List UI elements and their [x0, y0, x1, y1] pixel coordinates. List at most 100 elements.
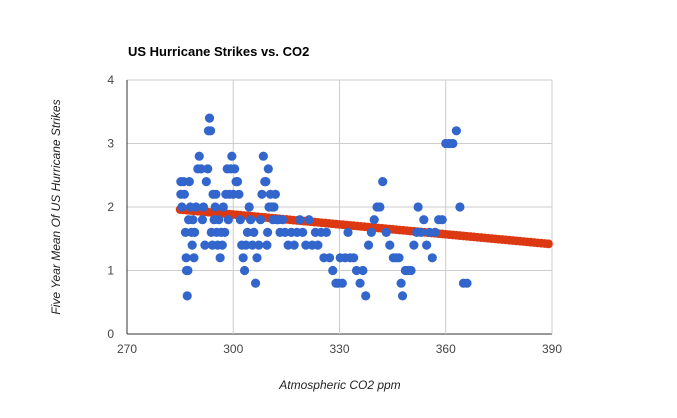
data-point: [215, 253, 225, 263]
data-point: [409, 240, 419, 250]
data-point: [295, 215, 305, 225]
data-point: [244, 202, 254, 212]
data-point: [261, 177, 271, 187]
data-point: [422, 240, 432, 250]
data-point: [250, 278, 261, 288]
data-point: [462, 278, 472, 288]
x-tick-label: 270: [117, 342, 137, 356]
data-point: [397, 291, 408, 301]
data-point: [455, 202, 465, 212]
data-point: [313, 240, 323, 250]
data-point: [235, 215, 245, 225]
x-tick-label: 300: [223, 342, 243, 356]
data-point: [349, 253, 359, 263]
trend-point: [544, 239, 553, 249]
data-point: [366, 227, 376, 237]
data-point: [249, 227, 259, 237]
data-point: [351, 265, 362, 276]
data-point: [181, 253, 191, 263]
axes: 0 1 2 3 4 270 300 330 360 390: [107, 73, 562, 356]
data-point: [238, 253, 248, 263]
y-tick-label: 1: [107, 264, 114, 278]
data-point: [394, 253, 404, 263]
data-series: [176, 113, 472, 301]
data-point: [190, 227, 200, 237]
x-axis-title: Atmospheric CO2 ppm: [278, 378, 400, 392]
data-point: [177, 202, 187, 212]
data-point: [182, 291, 192, 301]
data-point: [328, 265, 338, 276]
data-point: [230, 164, 240, 174]
data-point: [196, 164, 206, 174]
chart-title: US Hurricane Strikes vs. CO2: [128, 44, 309, 59]
data-point: [277, 215, 288, 225]
data-point: [218, 202, 228, 212]
data-point: [254, 240, 264, 250]
data-point: [427, 253, 437, 263]
data-point: [298, 227, 308, 237]
data-point: [203, 164, 213, 174]
data-point: [378, 177, 388, 187]
data-point: [343, 227, 353, 237]
data-point: [194, 151, 204, 161]
data-point: [413, 202, 423, 212]
data-point: [184, 177, 194, 187]
data-point: [355, 278, 365, 288]
data-point: [258, 151, 268, 161]
data-point: [263, 227, 273, 237]
y-tick-label: 2: [107, 200, 114, 214]
data-point: [337, 278, 347, 288]
data-point: [179, 189, 189, 199]
data-point: [262, 240, 272, 250]
data-point: [205, 126, 216, 136]
data-point: [187, 240, 197, 250]
data-point: [385, 240, 395, 250]
data-point: [198, 202, 209, 212]
data-point: [220, 227, 230, 237]
x-tick-label: 330: [329, 342, 349, 356]
data-point: [234, 189, 244, 199]
data-point: [416, 227, 426, 237]
data-point: [227, 151, 237, 161]
data-point: [191, 202, 201, 212]
data-point: [247, 240, 257, 250]
trend-series: [175, 205, 553, 249]
y-axis-title: Five Year Mean Of US Hurricane Strikes: [49, 99, 63, 314]
data-point: [242, 227, 253, 237]
data-point: [201, 177, 211, 187]
data-point: [304, 215, 314, 225]
y-tick-label: 4: [107, 73, 114, 87]
data-point: [257, 189, 267, 199]
data-point: [210, 202, 220, 212]
data-point: [280, 227, 290, 237]
data-point: [430, 227, 440, 237]
data-point: [324, 253, 335, 263]
data-point: [289, 240, 299, 250]
data-point: [381, 227, 391, 237]
x-tick-label: 360: [436, 342, 456, 356]
data-point: [361, 291, 371, 301]
data-point: [200, 240, 210, 250]
data-point: [448, 138, 458, 149]
data-point: [363, 240, 374, 250]
data-point: [211, 189, 221, 199]
data-point: [188, 215, 198, 225]
y-tick-label: 0: [107, 327, 114, 341]
data-point: [239, 265, 250, 276]
data-point: [301, 240, 311, 250]
data-point: [270, 189, 280, 199]
data-point: [321, 227, 331, 237]
data-point: [396, 278, 406, 288]
data-point: [197, 215, 208, 225]
data-point: [241, 240, 251, 250]
data-point: [214, 215, 224, 225]
data-point: [183, 265, 193, 276]
data-point: [369, 215, 379, 225]
data-point: [217, 240, 227, 250]
data-point: [269, 202, 279, 212]
data-point: [437, 215, 447, 225]
data-point: [263, 164, 273, 174]
data-point: [204, 113, 215, 123]
data-point: [375, 202, 385, 212]
